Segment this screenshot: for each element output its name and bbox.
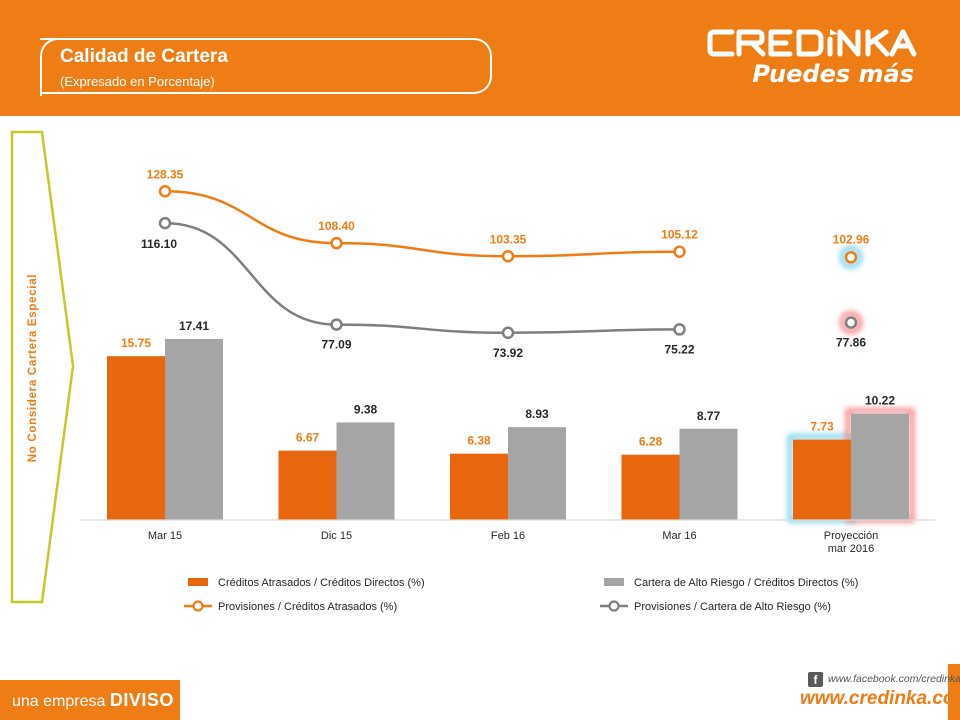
line-marker — [844, 316, 858, 329]
bar-value-label: 15.75 — [121, 336, 151, 350]
legend-label: Créditos Atrasados / Créditos Directos (… — [218, 577, 425, 589]
line-value-label: 77.86 — [836, 336, 866, 350]
x-tick-label: Proyección — [824, 530, 878, 542]
bar — [165, 338, 223, 520]
line-marker — [501, 326, 515, 340]
footer-prefix: una empresa — [12, 693, 106, 710]
bar-value-label: 10.22 — [865, 394, 895, 408]
line-value-label: 75.22 — [664, 342, 694, 356]
bar-value-label: 6.38 — [467, 434, 491, 448]
bar — [621, 454, 680, 520]
legend-marker — [192, 600, 204, 612]
legend-label: Provisiones / Cartera de Alto Riesgo (%) — [634, 601, 831, 613]
line-marker — [158, 216, 172, 230]
line-marker — [330, 318, 343, 331]
line-value-label: 102.96 — [833, 232, 870, 246]
line-marker — [330, 236, 343, 250]
bar-value-label: 17.41 — [179, 319, 209, 333]
website-link[interactable]: www.credinka.com — [800, 688, 960, 709]
point-highlight-glow — [839, 245, 863, 269]
bar — [278, 450, 337, 520]
series-line — [164, 221, 680, 335]
bar — [679, 428, 738, 520]
bar — [450, 453, 508, 520]
line-value-label: 73.92 — [493, 346, 523, 360]
line-value-label: 108.40 — [318, 219, 355, 233]
line-marker — [673, 323, 686, 336]
x-tick-label: Mar 15 — [148, 530, 182, 542]
bar — [851, 413, 909, 520]
x-tick-label: Dic 15 — [321, 530, 352, 542]
line-value-label: 128.35 — [147, 167, 184, 181]
credinka-logo: Puedes más — [706, 26, 918, 92]
legend-label: Cartera de Alto Riesgo / Créditos Direct… — [634, 577, 858, 589]
facebook-icon: f — [808, 672, 823, 687]
line-marker — [158, 185, 172, 198]
bar — [793, 439, 851, 520]
footer-brand-bar: una empresa DIVISO — [0, 680, 180, 720]
page-subtitle: (Expresado en Porcentaje) — [60, 74, 215, 89]
bar-value-label: 8.77 — [697, 409, 721, 423]
legend-swatch — [604, 578, 624, 586]
line-marker — [844, 251, 858, 264]
line-marker — [501, 250, 515, 263]
bar — [107, 356, 165, 520]
side-note: No Considera Cartera Especial — [27, 273, 39, 463]
bar — [336, 422, 395, 520]
credinka-wordmark-icon — [707, 29, 917, 57]
line-value-label: 103.35 — [490, 232, 527, 246]
bar-value-label: 9.38 — [354, 402, 378, 416]
header-band — [0, 0, 960, 116]
line-value-label: 116.10 — [141, 237, 177, 251]
line-marker — [673, 245, 686, 258]
bar-value-label: 8.93 — [525, 407, 549, 421]
footer-brand-name: DIVISO — [109, 690, 174, 710]
bar — [508, 427, 566, 520]
legend-swatch — [188, 578, 208, 586]
facebook-url: www.facebook.com/credinka — [828, 673, 960, 685]
quality-chart: 15.75 17.41 6.67 9.38 6.38 8.93 6.28 8.77 7.73 10… — [80, 167, 936, 613]
footer-brand: una empresa DIVISO — [12, 690, 174, 711]
side-bracket-arrow — [10, 130, 75, 604]
legend-label: Provisiones / Créditos Atrasados (%) — [218, 601, 397, 613]
footer-accent-strip — [948, 664, 960, 720]
series-line — [164, 190, 680, 258]
line-value-label: 105.12 — [661, 228, 698, 242]
x-tick-label: mar 2016 — [828, 543, 874, 555]
x-tick-label: Mar 16 — [662, 530, 696, 542]
legend-marker — [608, 600, 620, 612]
facebook-link[interactable]: f www.facebook.com/credinka — [808, 672, 960, 690]
logo-tagline: Puedes más — [752, 60, 914, 88]
page-title: Calidad de Cartera — [60, 46, 228, 67]
bar-value-label: 7.73 — [810, 420, 834, 434]
x-tick-label: Feb 16 — [491, 530, 525, 542]
line-value-label: 77.09 — [321, 338, 351, 352]
bar-value-label: 6.67 — [296, 431, 320, 445]
title-box: Calidad de Cartera (Expresado en Porcent… — [40, 38, 492, 96]
bar-value-label: 6.28 — [639, 435, 663, 449]
point-highlight-glow — [839, 311, 863, 335]
